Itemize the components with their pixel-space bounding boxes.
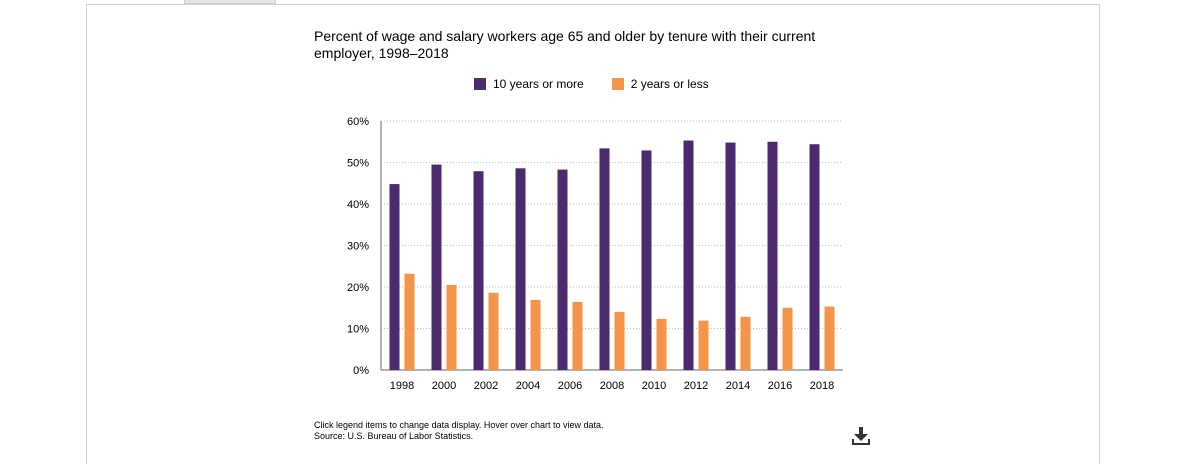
y-tick-label: 50% — [347, 158, 369, 170]
tab-stub[interactable] — [184, 0, 276, 4]
bar-chart[interactable]: 0% 10% 20% 30% 40% 50% 60% 1998 2000 2002 2004 2006… — [0, 0, 1192, 450]
legend-swatch-2-years — [611, 78, 624, 90]
bar-10-years-2010[interactable] — [641, 150, 652, 370]
instruction-note: Click legend items to change data displa… — [314, 420, 604, 430]
download-button[interactable] — [850, 426, 872, 446]
legend-label-2-years: 2 years or less — [630, 77, 709, 91]
x-tick-label: 1998 — [390, 380, 414, 392]
legend-item-2-years[interactable]: 2 years or less — [611, 77, 709, 91]
y-tick-label: 30% — [347, 241, 369, 253]
bar-2-years-2004[interactable] — [530, 299, 541, 370]
bar-10-years-2002[interactable] — [473, 171, 484, 370]
x-tick-label: 2002 — [474, 380, 498, 392]
chart-notes: Click legend items to change data displa… — [314, 420, 603, 442]
bar-10-years-2018[interactable] — [809, 144, 820, 370]
y-tick-label: 10% — [347, 324, 369, 336]
legend-swatch-10-years — [474, 78, 486, 90]
x-tick-label: 2012 — [684, 380, 708, 392]
bar-10-years-2014[interactable] — [725, 142, 736, 370]
x-tick-label: 2018 — [810, 380, 834, 392]
bar-2-years-1998[interactable] — [404, 273, 415, 370]
x-tick-label: 2010 — [642, 380, 666, 392]
x-tick-label: 2006 — [558, 380, 582, 392]
legend-item-10-years[interactable]: 10 years or more — [474, 77, 584, 91]
bar-2-years-2018[interactable] — [824, 306, 835, 370]
x-tick-label: 2016 — [768, 380, 792, 392]
bar-10-years-2008[interactable] — [599, 148, 610, 370]
legend-label-10-years: 10 years or more — [493, 77, 584, 91]
content-frame — [86, 4, 1100, 464]
x-tick-label: 2000 — [432, 380, 456, 392]
bar-2-years-2010[interactable] — [656, 318, 667, 370]
bar-10-years-2004[interactable] — [515, 168, 526, 370]
bar-2-years-2008[interactable] — [614, 311, 625, 370]
chart-legend: 10 years or more 2 years or less — [474, 76, 709, 92]
bar-10-years-2006[interactable] — [557, 169, 568, 370]
x-tick-label: 2004 — [516, 380, 540, 392]
y-tick-label: 40% — [347, 199, 369, 211]
bar-2-years-2012[interactable] — [698, 320, 709, 370]
bar-2-years-2016[interactable] — [782, 307, 793, 370]
bar-2-years-2006[interactable] — [572, 301, 583, 370]
bar-2-years-2002[interactable] — [488, 292, 499, 370]
chart-title: Percent of wage and salary workers age 6… — [314, 28, 816, 61]
y-tick-label: 20% — [347, 282, 369, 294]
download-icon — [852, 427, 870, 445]
bar-2-years-2014[interactable] — [740, 316, 751, 370]
bar-10-years-2012[interactable] — [683, 140, 694, 370]
x-tick-label: 2008 — [600, 380, 624, 392]
bar-10-years-1998[interactable] — [389, 184, 400, 370]
source-note: Source: U.S. Bureau of Labor Statistics. — [314, 431, 474, 441]
bar-2-years-2000[interactable] — [446, 284, 457, 370]
bar-10-years-2000[interactable] — [431, 164, 442, 370]
y-tick-label: 60% — [347, 116, 369, 128]
y-tick-label: 0% — [353, 365, 369, 377]
x-tick-label: 2014 — [726, 380, 750, 392]
bar-10-years-2016[interactable] — [767, 141, 778, 370]
